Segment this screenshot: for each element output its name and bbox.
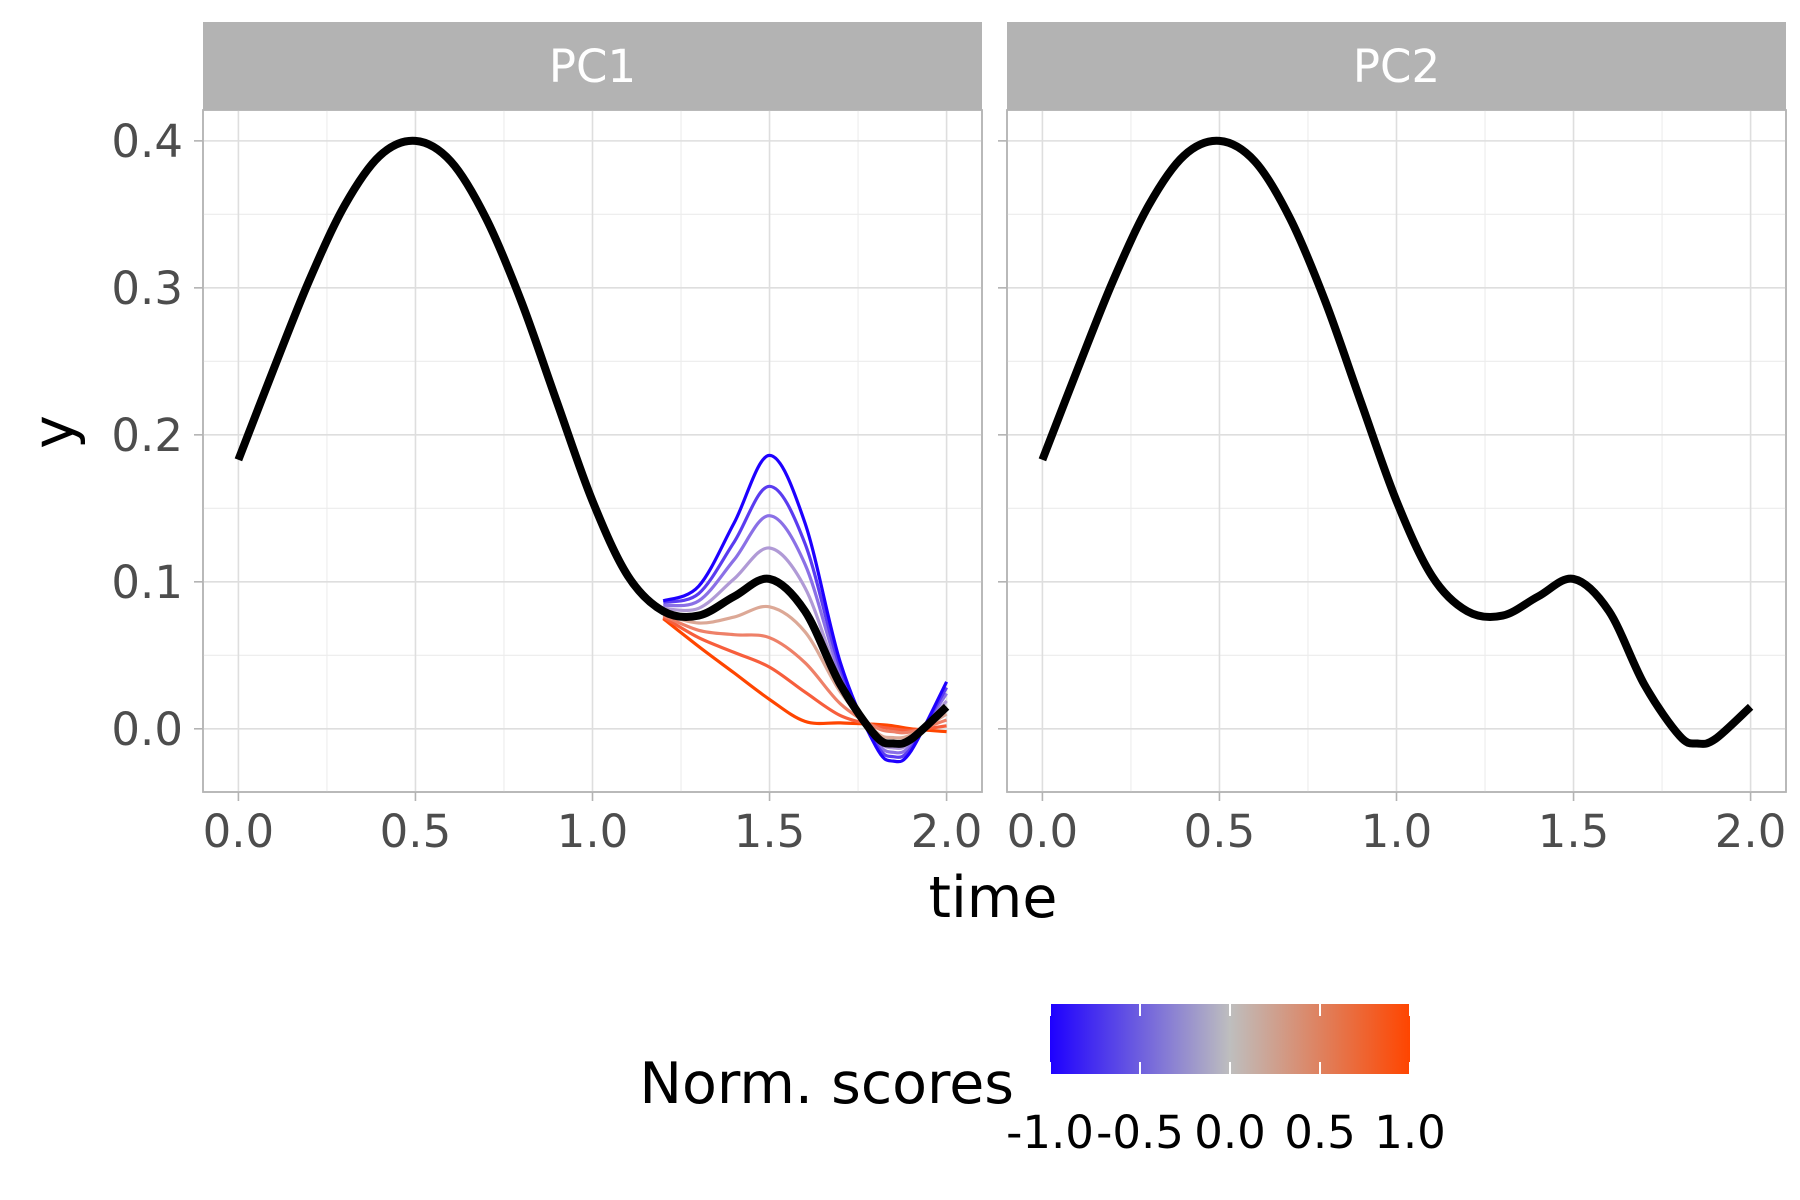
x-tick-label: 0.0: [203, 805, 275, 858]
variation-curve: [662, 604, 948, 740]
facet-strip-label: PC1: [549, 40, 636, 93]
variation-curve: [662, 617, 947, 734]
y-tick-label: 0.0: [111, 703, 183, 756]
legend-tick-label: -0.5: [1096, 1106, 1184, 1159]
x-tick-label: 0.5: [1184, 805, 1256, 858]
facet-panels: PC1 0.0 0.5 1.0 1.5 2.0 0.0 0.1 0.2 0.3 0.4 PC2 0.0 0…: [111, 22, 1787, 858]
legend-tick-label: -1.0: [1006, 1106, 1094, 1159]
facet-strip: [1007, 22, 1786, 110]
x-tick-label: 1.0: [1361, 805, 1433, 858]
legend-title: Norm. scores: [639, 1051, 1014, 1117]
x-tick-label: 0.5: [380, 805, 452, 858]
facet-strip: [203, 22, 982, 110]
y-tick-label: 0.1: [111, 556, 183, 609]
variation-curve: [662, 614, 948, 735]
legend-tick-label: 0.5: [1284, 1106, 1356, 1159]
y-tick-label: 0.3: [111, 262, 183, 315]
x-tick-label: 2.0: [911, 805, 983, 858]
legend-ticks: -1.0 -0.5 0.0 0.5 1.0: [1006, 1004, 1446, 1159]
legend: Norm. scores -1.0 -0.5 0.0 0.5 1.0: [639, 1004, 1446, 1159]
x-axis-title: time: [929, 865, 1058, 931]
y-tick-label: 0.2: [111, 409, 183, 462]
x-tick-label: 2.0: [1715, 805, 1787, 858]
y-axis-title: y: [21, 415, 87, 449]
variation-curve: [663, 546, 948, 751]
y-tick-label: 0.4: [111, 115, 183, 168]
x-tick-label: 1.0: [557, 805, 629, 858]
variation-curve: [662, 484, 948, 759]
curves: [234, 136, 950, 764]
variation-curve: [662, 615, 947, 733]
panel-pc1: PC1 0.0 0.5 1.0 1.5 2.0 0.0 0.1 0.2 0.3 0.4: [111, 22, 983, 858]
variation-curve: [663, 514, 948, 755]
panel-pc2: PC2 0.0 0.5 1.0 1.5 2.0: [998, 22, 1787, 858]
legend-tick-label: 1.0: [1374, 1106, 1446, 1159]
mean-curve: [1038, 136, 1754, 748]
facet-strip-label: PC2: [1353, 40, 1440, 93]
x-tick-label: 0.0: [1007, 805, 1079, 858]
x-tick-label: 1.5: [1538, 805, 1610, 858]
variation-curve: [662, 453, 949, 764]
mean-curve: [234, 136, 950, 748]
x-tick-label: 1.5: [734, 805, 806, 858]
legend-tick-label: 0.0: [1194, 1106, 1266, 1159]
curves: [1038, 136, 1754, 748]
